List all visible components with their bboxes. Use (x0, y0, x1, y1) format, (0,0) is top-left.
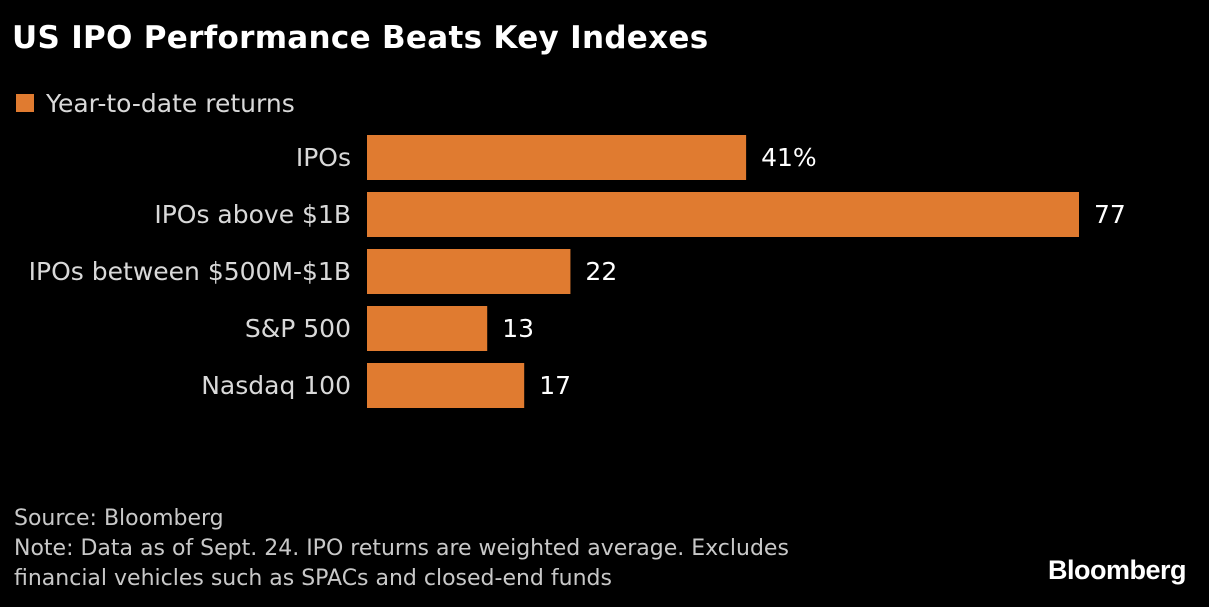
bar (367, 363, 525, 408)
bar (367, 249, 571, 294)
category-label: S&P 500 (245, 314, 351, 343)
value-label: 22 (585, 257, 617, 286)
chart-footer: Source: Bloomberg Note: Data as of Sept.… (14, 504, 789, 594)
bar (367, 192, 1079, 237)
source-note: Source: Bloomberg (14, 506, 224, 531)
value-label: 13 (502, 314, 534, 343)
bar (367, 135, 747, 180)
value-label: 77 (1094, 200, 1126, 229)
note-line-1: Note: Data as of Sept. 24. IPO returns a… (14, 536, 789, 561)
category-label: IPOs between $500M-$1B (29, 257, 351, 286)
chart-title: US IPO Performance Beats Key Indexes (12, 20, 709, 56)
category-label: Nasdaq 100 (201, 371, 351, 400)
category-label: IPOs (296, 143, 351, 172)
value-label: 41% (761, 143, 817, 172)
bar (367, 306, 488, 351)
category-label: IPOs above $1B (154, 200, 351, 229)
bars-group: IPOs 41% IPOs above $1B 77 IPOs between $500… (29, 135, 1126, 408)
legend-label: Year-to-date returns (46, 88, 295, 118)
chart-legend: Year-to-date returns (16, 88, 295, 118)
value-label: 17 (539, 371, 571, 400)
bloomberg-logo: Bloomberg (1047, 555, 1187, 585)
note-line-2: financial vehicles such as SPACs and clo… (14, 566, 612, 591)
bar-chart: IPOs 41% IPOs above $1B 77 IPOs between $500… (29, 135, 1126, 408)
legend-swatch (16, 94, 34, 112)
